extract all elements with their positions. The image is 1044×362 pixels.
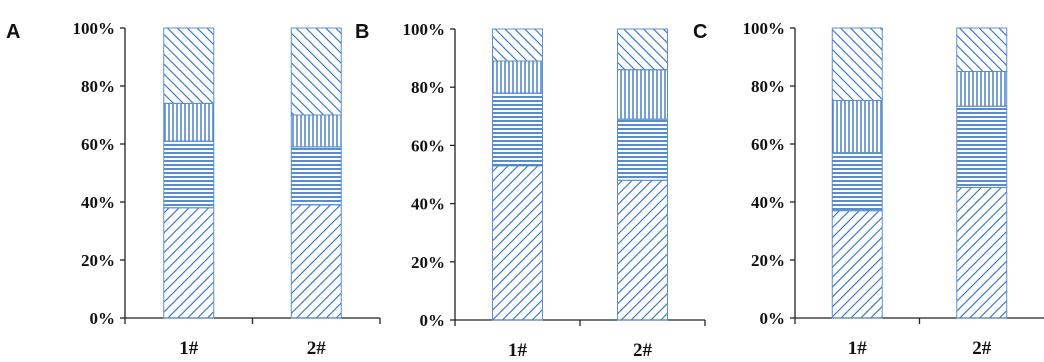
panel-a: A 0% 20% 40% 60% 80% 100% 1# 2# <box>6 19 381 359</box>
y-tick-label: 20% <box>751 251 785 270</box>
bar-segment-diagonal-down <box>832 210 883 318</box>
bar-segment-vertical <box>163 103 214 142</box>
y-tick-label: 20% <box>81 251 115 270</box>
bar-segment-outline <box>831 27 883 101</box>
y-tick-label: 40% <box>81 193 115 212</box>
chart-area: 0% 20% 40% 60% 80% 100% 1# 2# <box>403 20 706 361</box>
y-tick-label: 80% <box>411 78 445 97</box>
y-tick-label: 40% <box>411 195 445 214</box>
bar-segment-diagonal-up <box>291 28 342 115</box>
bar-segment-horizontal <box>492 93 543 166</box>
y-tick-label: 100% <box>743 19 786 38</box>
bar-segment-horizontal <box>163 141 214 208</box>
x-tick-label: 1# <box>508 340 528 361</box>
bar-segment-vertical <box>956 71 1007 107</box>
bar-segment-diagonal-up <box>163 28 214 104</box>
chart-area: 0% 20% 40% 60% 80% 100% 1# 2# <box>73 19 381 359</box>
bar-segment-vertical <box>291 115 342 147</box>
x-tick-label: 2# <box>633 340 653 361</box>
x-tick-label: 2# <box>972 338 992 359</box>
y-tick-label: 60% <box>411 136 445 155</box>
panel-label: C <box>693 21 707 43</box>
y-tick-label: 60% <box>751 135 785 154</box>
bar-segment-vertical <box>492 61 543 94</box>
bar-segment-horizontal <box>956 106 1007 188</box>
panel-label: B <box>355 21 369 43</box>
bar-segment-outline <box>492 28 543 62</box>
panel-c: C 0% 20% 40% 60% 80% 100% 1# 2# <box>693 19 1044 359</box>
bar-segment-horizontal <box>291 146 342 205</box>
bar-1# <box>831 27 883 319</box>
panel-label: A <box>6 21 20 43</box>
bar-segment-diagonal-down <box>291 204 342 318</box>
y-tick-label: 80% <box>81 77 115 96</box>
y-tick-label: 100% <box>73 19 116 38</box>
bar-2# <box>290 27 342 319</box>
bar-2# <box>617 28 668 321</box>
y-tick-label: 100% <box>403 20 446 39</box>
bar-1# <box>163 27 215 319</box>
bar-segment-diagonal-down <box>163 207 214 318</box>
y-tick-label: 0% <box>760 309 786 328</box>
bar-segment-outline <box>617 28 668 71</box>
x-tick-label: 1# <box>848 338 868 359</box>
panel-b: B 0% 20% 40% 60% 80% 100% 1# 2# <box>355 20 706 361</box>
bar-segment-horizontal <box>617 119 668 181</box>
bar-segment-diagonal-down <box>617 180 668 320</box>
x-tick-label: 2# <box>307 338 327 359</box>
bar-segment-outline <box>956 27 1008 72</box>
bar-segment-diagonal-down <box>492 165 543 320</box>
y-tick-label: 0% <box>420 311 446 330</box>
y-tick-label: 0% <box>90 309 116 328</box>
bar-segment-outline <box>163 27 215 104</box>
bar-segment-diagonal-down <box>956 187 1007 318</box>
bar-segment-diagonal-up <box>617 29 668 70</box>
bar-segment-vertical <box>617 69 668 120</box>
x-tick-label: 1# <box>179 338 199 359</box>
y-tick-label: 60% <box>81 135 115 154</box>
bar-segment-diagonal-up <box>492 29 543 62</box>
bar-segment-horizontal <box>832 152 883 211</box>
y-tick-label: 40% <box>751 193 785 212</box>
bar-segment-diagonal-up <box>956 28 1007 72</box>
bar-1# <box>492 28 543 321</box>
chart-area: 0% 20% 40% 60% 80% 100% 1# 2# <box>743 19 1044 359</box>
y-tick-label: 20% <box>411 253 445 272</box>
bar-segment-outline <box>290 27 342 116</box>
bar-segment-diagonal-up <box>832 28 883 101</box>
bar-2# <box>956 27 1008 319</box>
y-tick-label: 80% <box>751 77 785 96</box>
bar-segment-vertical <box>832 100 883 153</box>
